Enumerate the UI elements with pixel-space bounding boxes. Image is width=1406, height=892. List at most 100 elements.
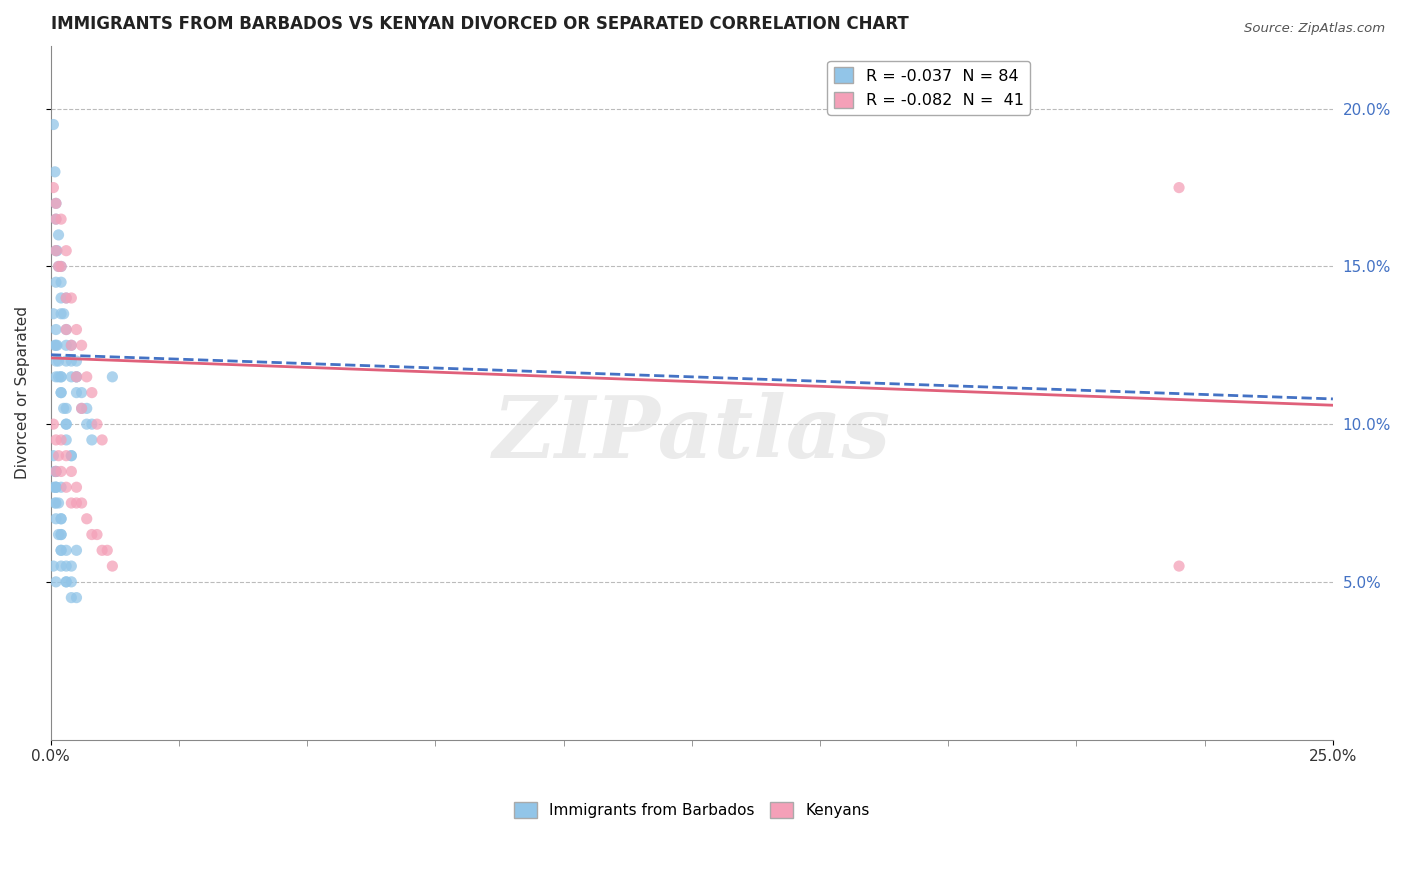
Point (49, 307, 72, 321)
Point (45, 322, 67, 336)
Point (60, 574, 83, 589)
Point (55, 433, 77, 447)
Point (76, 401, 98, 416)
Point (49, 369, 72, 384)
Point (45, 480, 67, 494)
Point (48, 260, 70, 274)
Point (48, 496, 70, 510)
Point (55, 543, 77, 558)
Point (65, 369, 87, 384)
Point (49, 527, 72, 541)
Point (49, 433, 72, 447)
Point (49, 527, 72, 541)
Point (52, 307, 75, 321)
Point (46, 338, 69, 352)
Point (96, 543, 118, 558)
Point (91, 433, 114, 447)
Point (45, 465, 67, 479)
Point (44, 465, 66, 479)
Point (60, 591, 83, 605)
Point (76, 369, 98, 384)
Point (65, 369, 87, 384)
Text: ZIPatlas: ZIPatlas (494, 392, 891, 476)
Point (45, 480, 67, 494)
Point (55, 322, 77, 336)
Point (80, 433, 103, 447)
Point (49, 369, 72, 384)
Point (101, 369, 124, 384)
Point (42, 449, 65, 463)
Point (60, 338, 83, 352)
Point (45, 465, 67, 479)
Point (70, 496, 93, 510)
Point (60, 449, 83, 463)
Legend: Immigrants from Barbados, Kenyans: Immigrants from Barbados, Kenyans (508, 796, 876, 824)
Point (55, 559, 77, 574)
Point (45, 212, 67, 227)
Point (76, 417, 98, 432)
Point (44, 165, 66, 179)
Point (45, 512, 67, 526)
Point (55, 574, 77, 589)
Point (86, 417, 108, 432)
Point (60, 496, 83, 510)
Point (48, 527, 70, 541)
Point (70, 338, 93, 352)
Point (55, 480, 77, 494)
Point (65, 385, 87, 400)
Point (65, 480, 87, 494)
Y-axis label: Divorced or Separated: Divorced or Separated (15, 306, 30, 479)
Point (48, 354, 70, 368)
Point (48, 369, 70, 384)
Point (45, 574, 67, 589)
Point (60, 559, 83, 574)
Point (49, 385, 72, 400)
Point (80, 417, 103, 432)
Point (55, 354, 77, 368)
Point (49, 465, 72, 479)
Point (55, 401, 77, 416)
Point (49, 385, 72, 400)
Point (49, 480, 72, 494)
Point (49, 291, 72, 305)
Point (42, 559, 65, 574)
Point (65, 322, 87, 336)
Point (49, 543, 72, 558)
Point (45, 433, 67, 447)
Point (45, 212, 67, 227)
Point (44, 338, 66, 352)
Point (101, 559, 124, 574)
Point (45, 480, 67, 494)
Point (42, 180, 65, 194)
Point (55, 574, 77, 589)
Point (70, 401, 93, 416)
Point (49, 512, 72, 526)
Point (55, 338, 77, 352)
Point (60, 449, 83, 463)
Point (1168, 559, 1191, 574)
Point (42, 307, 65, 321)
Point (49, 512, 72, 526)
Point (55, 417, 77, 432)
Point (55, 417, 77, 432)
Point (76, 512, 98, 526)
Point (48, 227, 70, 242)
Point (49, 543, 72, 558)
Point (49, 559, 72, 574)
Text: IMMIGRANTS FROM BARBADOS VS KENYAN DIVORCED OR SEPARATED CORRELATION CHART: IMMIGRANTS FROM BARBADOS VS KENYAN DIVOR… (51, 15, 908, 33)
Point (1168, 180, 1191, 194)
Point (60, 338, 83, 352)
Point (55, 244, 77, 258)
Point (49, 260, 72, 274)
Point (46, 244, 69, 258)
Point (45, 275, 67, 289)
Point (48, 260, 70, 274)
Point (70, 401, 93, 416)
Point (55, 449, 77, 463)
Point (60, 354, 83, 368)
Point (45, 244, 67, 258)
Point (45, 369, 67, 384)
Point (52, 401, 75, 416)
Point (45, 196, 67, 211)
Point (65, 543, 87, 558)
